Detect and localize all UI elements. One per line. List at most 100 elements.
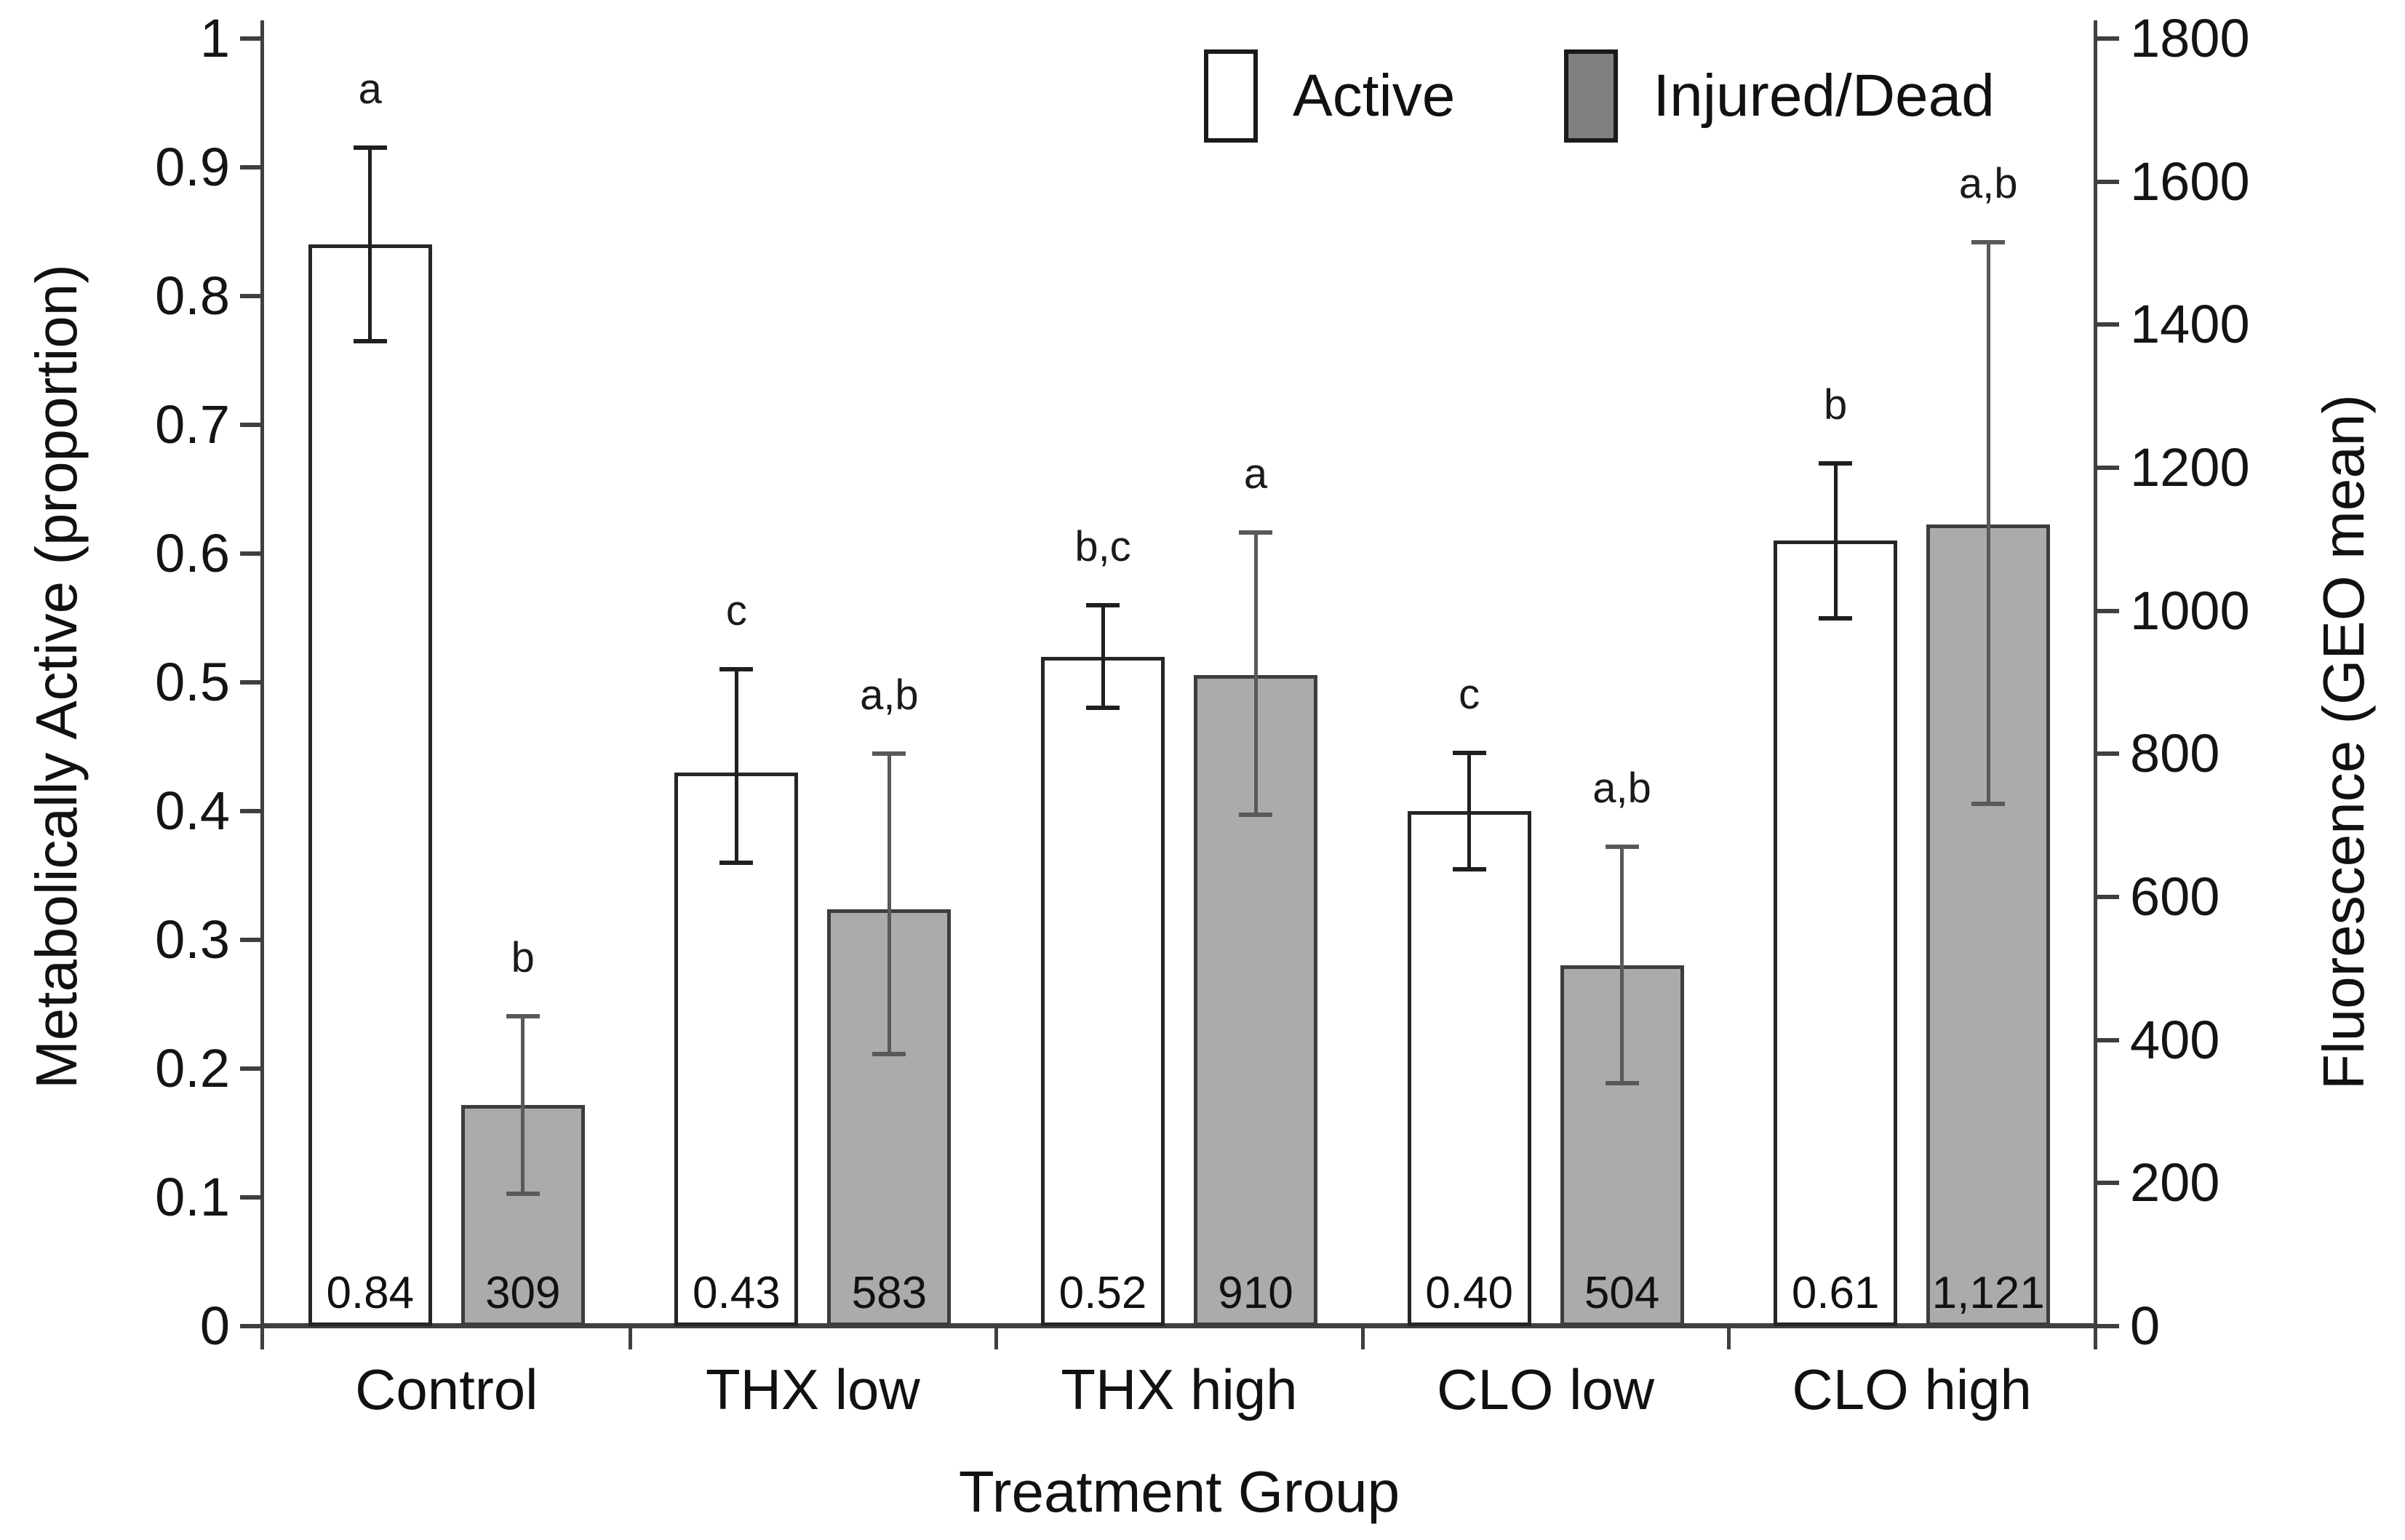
y-right-tick-0 bbox=[2096, 1324, 2119, 1328]
error-bar-cap-top-clo-high-active bbox=[1819, 461, 1853, 466]
legend-label-active: Active bbox=[1293, 63, 1456, 129]
y-right-tick-label-1400: 1400 bbox=[2130, 294, 2250, 355]
y-right-tick-label-600: 600 bbox=[2130, 866, 2220, 927]
y-left-tick-0.4 bbox=[240, 809, 263, 813]
y-left-tick-label-0.3: 0.3 bbox=[155, 909, 230, 970]
y-right-tick-label-1800: 1800 bbox=[2130, 8, 2250, 68]
error-bar-cap-bottom-control-active bbox=[353, 338, 387, 343]
error-bar-cap-top-thx-high-active bbox=[1086, 602, 1120, 607]
y-axis-left-line bbox=[260, 20, 264, 1349]
bar-control-active bbox=[308, 244, 432, 1326]
y-left-tick-0.7 bbox=[240, 423, 263, 427]
error-bar-cap-top-thx-low-active bbox=[719, 667, 754, 672]
error-bar-cap-bottom-control-injured-dead bbox=[506, 1192, 540, 1197]
error-bar-stem-clo-low-active bbox=[1467, 753, 1472, 869]
y-right-tick-1600 bbox=[2096, 179, 2119, 184]
x-axis-line bbox=[260, 1323, 2097, 1328]
error-bar-cap-top-control-active bbox=[353, 145, 387, 151]
error-bar-cap-top-clo-low-injured-dead bbox=[1605, 845, 1639, 850]
x-boundary-tick-4 bbox=[1727, 1326, 1731, 1349]
y-right-tick-label-1000: 1000 bbox=[2130, 580, 2250, 641]
plot-area: a 0.84 b 309 c 0.43 a,b 583 b,c 0.52 a 910 c 0.40 a,b 5… bbox=[263, 39, 2095, 1326]
x-axis-title: Treatment Group bbox=[958, 1459, 1400, 1524]
y-right-tick-800 bbox=[2096, 751, 2119, 757]
y-axis-right-title: Fluorescence (GEO mean) bbox=[2311, 394, 2376, 1090]
y-left-tick-0.2 bbox=[240, 1066, 263, 1071]
value-label-clo-high-active: 0.61 bbox=[1791, 1268, 1880, 1318]
error-bar-stem-thx-low-injured-dead bbox=[887, 754, 891, 1055]
y-left-tick-0.6 bbox=[240, 551, 263, 556]
x-boundary-tick-1 bbox=[628, 1326, 632, 1349]
legend-swatch-active bbox=[1204, 49, 1258, 143]
x-tick-label-control: Control bbox=[355, 1357, 538, 1421]
y-left-tick-0 bbox=[240, 1324, 263, 1328]
value-label-thx-high-injured-dead: 910 bbox=[1218, 1268, 1293, 1318]
y-right-tick-label-800: 800 bbox=[2130, 723, 2220, 784]
error-bar-cap-bottom-clo-low-injured-dead bbox=[1605, 1080, 1639, 1085]
value-label-control-injured-dead: 309 bbox=[485, 1268, 561, 1318]
y-right-tick-label-1200: 1200 bbox=[2130, 437, 2250, 498]
sig-letter-thx-high-injured-dead: a bbox=[1243, 450, 1268, 498]
error-bar-stem-clo-high-injured-dead bbox=[1986, 242, 1990, 805]
y-left-tick-0.5 bbox=[240, 680, 263, 685]
y-left-tick-label-0.1: 0.1 bbox=[155, 1167, 230, 1227]
value-label-thx-high-active: 0.52 bbox=[1058, 1268, 1147, 1318]
error-bar-cap-bottom-thx-high-injured-dead bbox=[1239, 812, 1272, 817]
sig-letter-clo-low-active: c bbox=[1459, 671, 1480, 719]
bar-thx-high-active bbox=[1041, 656, 1165, 1326]
y-left-tick-label-0.5: 0.5 bbox=[155, 652, 230, 712]
y-right-tick-1200 bbox=[2096, 466, 2119, 470]
value-label-clo-low-active: 0.40 bbox=[1425, 1268, 1513, 1318]
legend-item-active: Active bbox=[1204, 49, 1455, 143]
sig-letter-thx-low-active: c bbox=[725, 587, 747, 635]
error-bar-cap-bottom-clo-high-active bbox=[1819, 615, 1853, 621]
y-right-tick-600 bbox=[2096, 895, 2119, 899]
error-bar-cap-top-control-injured-dead bbox=[506, 1014, 540, 1019]
value-label-clo-low-injured-dead: 504 bbox=[1584, 1268, 1660, 1318]
x-tick-label-clo-high: CLO high bbox=[1792, 1357, 2032, 1421]
y-right-tick-200 bbox=[2096, 1181, 2119, 1186]
bar-clo-low-active bbox=[1407, 811, 1531, 1326]
sig-letter-clo-high-injured-dead: a,b bbox=[1958, 160, 2018, 208]
error-bar-cap-top-thx-high-injured-dead bbox=[1239, 530, 1272, 535]
x-tick-label-thx-low: THX low bbox=[706, 1357, 920, 1421]
x-boundary-tick-3 bbox=[1360, 1326, 1365, 1349]
sig-letter-clo-high-active: b bbox=[1824, 381, 1848, 429]
bar-clo-high-active bbox=[1774, 540, 1898, 1326]
error-bar-stem-control-active bbox=[368, 148, 372, 341]
x-tick-label-clo-low: CLO low bbox=[1437, 1357, 1655, 1421]
error-bar-stem-thx-high-active bbox=[1101, 605, 1105, 709]
sig-letter-clo-low-injured-dead: a,b bbox=[1592, 765, 1651, 813]
legend: Active Injured/Dead bbox=[1204, 49, 1995, 143]
y-left-tick-label-1: 1 bbox=[199, 8, 230, 68]
error-bar-cap-top-clo-high-injured-dead bbox=[1971, 240, 2006, 245]
y-left-tick-0.1 bbox=[240, 1195, 263, 1200]
value-label-thx-low-active: 0.43 bbox=[693, 1268, 781, 1318]
y-right-tick-1800 bbox=[2096, 36, 2119, 41]
y-left-tick-0.3 bbox=[240, 938, 263, 942]
y-left-tick-label-0.8: 0.8 bbox=[155, 266, 230, 326]
y-right-tick-label-1600: 1600 bbox=[2130, 151, 2250, 212]
value-label-clo-high-injured-dead: 1,121 bbox=[1931, 1268, 2045, 1318]
error-bar-stem-thx-high-injured-dead bbox=[1253, 532, 1258, 815]
x-boundary-tick-2 bbox=[994, 1326, 999, 1349]
y-left-tick-0.8 bbox=[240, 294, 263, 298]
y-left-tick-0.9 bbox=[240, 165, 263, 169]
y-right-tick-1400 bbox=[2096, 322, 2119, 327]
error-bar-stem-thx-low-active bbox=[734, 669, 738, 863]
sig-letter-thx-low-injured-dead: a,b bbox=[860, 671, 919, 719]
error-bar-cap-bottom-clo-low-active bbox=[1452, 866, 1486, 871]
value-label-control-active: 0.84 bbox=[326, 1268, 415, 1318]
y-left-tick-label-0.4: 0.4 bbox=[155, 781, 230, 841]
value-label-thx-low-injured-dead: 583 bbox=[851, 1268, 928, 1318]
y-axis-left-title: Metabolically Active (proportion) bbox=[24, 264, 89, 1089]
y-left-tick-label-0.2: 0.2 bbox=[155, 1038, 230, 1098]
y-left-tick-label-0.6: 0.6 bbox=[155, 523, 230, 583]
error-bar-stem-clo-low-injured-dead bbox=[1620, 847, 1624, 1083]
legend-swatch-injured-dead bbox=[1564, 49, 1619, 143]
y-right-tick-400 bbox=[2096, 1037, 2119, 1042]
legend-label-injured-dead: Injured/Dead bbox=[1653, 63, 1995, 129]
y-left-tick-label-0.9: 0.9 bbox=[155, 137, 230, 197]
y-left-tick-label-0.7: 0.7 bbox=[155, 394, 230, 455]
